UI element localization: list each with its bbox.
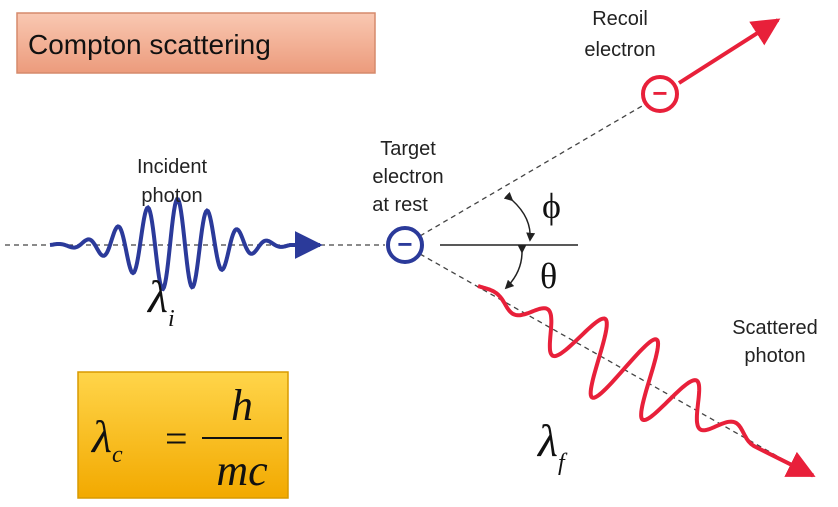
target-label: at rest (372, 194, 428, 216)
theta-arc (506, 252, 522, 288)
electron-sign: − (397, 229, 412, 259)
target-label: Target (380, 138, 436, 160)
incident-label: photon (141, 185, 202, 207)
lambda-f: λf (536, 415, 568, 476)
theta-label: θ (540, 256, 557, 296)
denominator: mc (216, 446, 268, 495)
lambda-i: λi (146, 271, 175, 332)
equals: = (165, 416, 188, 461)
scattered-path (420, 254, 800, 469)
scattered-wave (458, 250, 834, 507)
symbol: λ (146, 271, 168, 322)
subscript: c (112, 442, 123, 468)
scattered-label: photon (744, 345, 805, 367)
subscript: f (558, 450, 568, 476)
recoil-label: electron (584, 39, 655, 61)
target-label: electron (372, 166, 443, 188)
incident-wave (50, 199, 320, 289)
recoil-path (420, 106, 642, 236)
incident-label: Incident (137, 156, 207, 178)
phi-label: ϕ (542, 186, 561, 226)
recoil-arrow (679, 20, 778, 83)
symbol: λ (90, 411, 112, 462)
symbol: λ (536, 415, 558, 466)
phi-arc (512, 200, 530, 240)
numerator: h (231, 381, 253, 430)
subscript: i (168, 306, 175, 332)
diagram: Compton scattering − − ϕ θ Incident phot… (0, 0, 838, 507)
electron-sign: − (652, 78, 667, 108)
scattered-label: Scattered (732, 317, 818, 339)
recoil-label: Recoil (592, 8, 648, 30)
title: Compton scattering (28, 29, 271, 60)
